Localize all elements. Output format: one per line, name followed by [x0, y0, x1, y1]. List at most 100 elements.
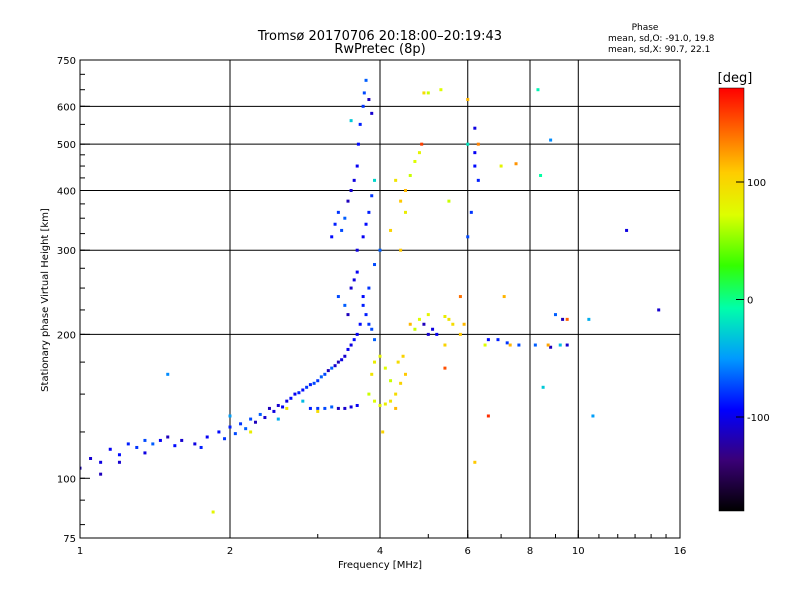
info-line-o: mean, sd,O: -91.0, 19.8 — [608, 34, 715, 44]
info-heading: Phase — [632, 23, 659, 33]
data-point — [281, 405, 285, 409]
x-tick-label: 2 — [227, 546, 233, 557]
data-point — [239, 422, 243, 426]
data-point — [244, 427, 248, 431]
data-point — [293, 392, 297, 396]
data-point — [466, 98, 470, 102]
data-point — [367, 392, 371, 396]
data-point — [333, 222, 337, 226]
y-axis-label: Stationary phase Virtual Height [km] — [40, 208, 51, 392]
data-point — [233, 432, 237, 436]
data-point — [135, 445, 139, 449]
colorbar-tick-label: 0 — [747, 296, 753, 307]
data-point — [373, 360, 377, 364]
data-point — [473, 164, 477, 168]
data-point — [426, 313, 430, 317]
data-point — [199, 445, 203, 449]
x-tick-label: 8 — [527, 546, 533, 557]
data-point — [399, 199, 403, 203]
data-point — [364, 222, 368, 226]
data-point — [408, 173, 412, 177]
data-point — [413, 327, 417, 331]
y-tick-label: 400 — [57, 186, 76, 197]
data-point — [99, 472, 103, 476]
data-point — [349, 188, 353, 192]
data-point — [267, 406, 271, 410]
data-point — [549, 138, 553, 142]
y-tick-label: 75 — [63, 534, 76, 545]
data-point — [336, 295, 340, 299]
data-point — [394, 178, 398, 182]
data-point — [561, 317, 565, 321]
x-tick-label: 4 — [377, 546, 383, 557]
data-point — [343, 406, 347, 410]
data-point — [399, 381, 403, 385]
y-tick-label: 500 — [57, 140, 76, 151]
data-point — [486, 414, 490, 418]
data-point — [343, 303, 347, 307]
data-point — [417, 317, 421, 321]
data-point — [143, 438, 147, 442]
data-point — [330, 235, 334, 239]
data-point — [370, 327, 374, 331]
data-point — [625, 228, 629, 232]
data-point — [431, 327, 435, 331]
colorbar: [deg] 100 0 -100 — [718, 71, 770, 512]
data-point — [361, 303, 365, 307]
data-point — [217, 430, 221, 434]
data-point — [473, 126, 477, 130]
colorbar-tick-label: -100 — [747, 413, 770, 424]
data-point — [336, 406, 340, 410]
colorbar-ticks: 100 0 -100 — [736, 178, 770, 424]
y-axis: 75 100 200 300 400 500 600 750 — [57, 56, 90, 545]
data-point — [364, 78, 368, 82]
data-point — [352, 278, 356, 282]
data-point — [117, 460, 121, 464]
data-points — [80, 78, 661, 514]
data-point — [539, 173, 543, 177]
data-point — [462, 322, 466, 326]
data-point — [364, 313, 368, 317]
data-point — [308, 406, 312, 410]
data-point — [373, 338, 377, 342]
data-point — [355, 270, 359, 274]
data-point — [285, 406, 289, 410]
data-point — [370, 111, 374, 115]
data-point — [426, 332, 430, 336]
data-point — [355, 403, 359, 407]
data-point — [166, 435, 170, 439]
chart-title: Tromsø 20170706 20:18:00–20:19:43 — [257, 29, 502, 44]
data-point — [349, 286, 353, 290]
data-point — [349, 343, 353, 347]
info-line-x: mean, sd,X: 90.7, 22.1 — [608, 45, 710, 55]
x-tick-label: 1 — [77, 546, 83, 557]
data-point — [422, 322, 426, 326]
data-point — [373, 178, 377, 182]
data-point — [223, 437, 227, 441]
data-point — [466, 235, 470, 239]
data-point — [340, 358, 344, 362]
data-point — [352, 178, 356, 182]
data-point — [193, 442, 197, 446]
data-point — [355, 164, 359, 168]
data-point — [373, 399, 377, 403]
data-point — [514, 162, 518, 166]
data-point — [367, 210, 371, 214]
data-point — [403, 372, 407, 376]
data-point — [330, 405, 334, 409]
data-point — [591, 414, 595, 418]
data-point — [378, 354, 382, 358]
y-tick-label: 300 — [57, 246, 76, 257]
x-tick-label: 6 — [465, 546, 471, 557]
data-point — [89, 456, 93, 460]
data-point — [508, 343, 512, 347]
data-point — [383, 402, 387, 406]
data-point — [541, 385, 545, 389]
data-point — [565, 343, 569, 347]
data-point — [249, 430, 253, 434]
data-point — [473, 460, 477, 464]
data-point — [396, 360, 400, 364]
data-point — [466, 142, 470, 146]
colorbar-label: [deg] — [718, 71, 753, 86]
data-point — [297, 391, 301, 395]
